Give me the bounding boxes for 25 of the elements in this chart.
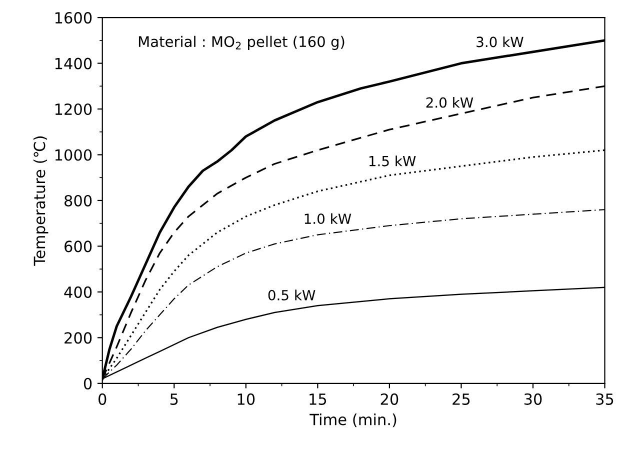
series-label: 3.0 kW: [476, 36, 524, 48]
x-tick-label: 15: [310, 394, 326, 405]
series-label: 2.0 kW: [426, 97, 474, 108]
y-axis-title: Temperature (℃): [33, 136, 48, 266]
y-tick-label: 0: [84, 378, 92, 390]
y-tick-label: 1000: [55, 149, 92, 161]
y-tick-label: 400: [64, 286, 92, 298]
x-tick-label: 0: [98, 393, 106, 405]
annotation: Material : MO$_{2}$ pellet (160 g): [138, 36, 344, 50]
x-tick-label: 35: [596, 393, 614, 405]
x-tick-label: 5: [170, 394, 178, 405]
y-tick-label: 1400: [55, 58, 92, 70]
y-tick-label: 1600: [55, 12, 92, 24]
y-tick-label: 1200: [55, 103, 92, 116]
y-tick-label: 200: [64, 332, 92, 344]
x-tick-label: 25: [452, 393, 470, 405]
x-tick-label: 20: [380, 393, 398, 405]
y-tick-label: 800: [64, 194, 92, 206]
x-tick-label: 30: [524, 393, 542, 405]
y-tick-label: 600: [64, 240, 92, 252]
x-tick-label: 10: [238, 393, 255, 405]
x-axis-title: Time (min.): [310, 413, 396, 428]
series-label: 0.5 kW: [268, 290, 316, 300]
series-label: 1.5 kW: [369, 156, 416, 166]
series-label: 1.0 kW: [304, 213, 352, 224]
